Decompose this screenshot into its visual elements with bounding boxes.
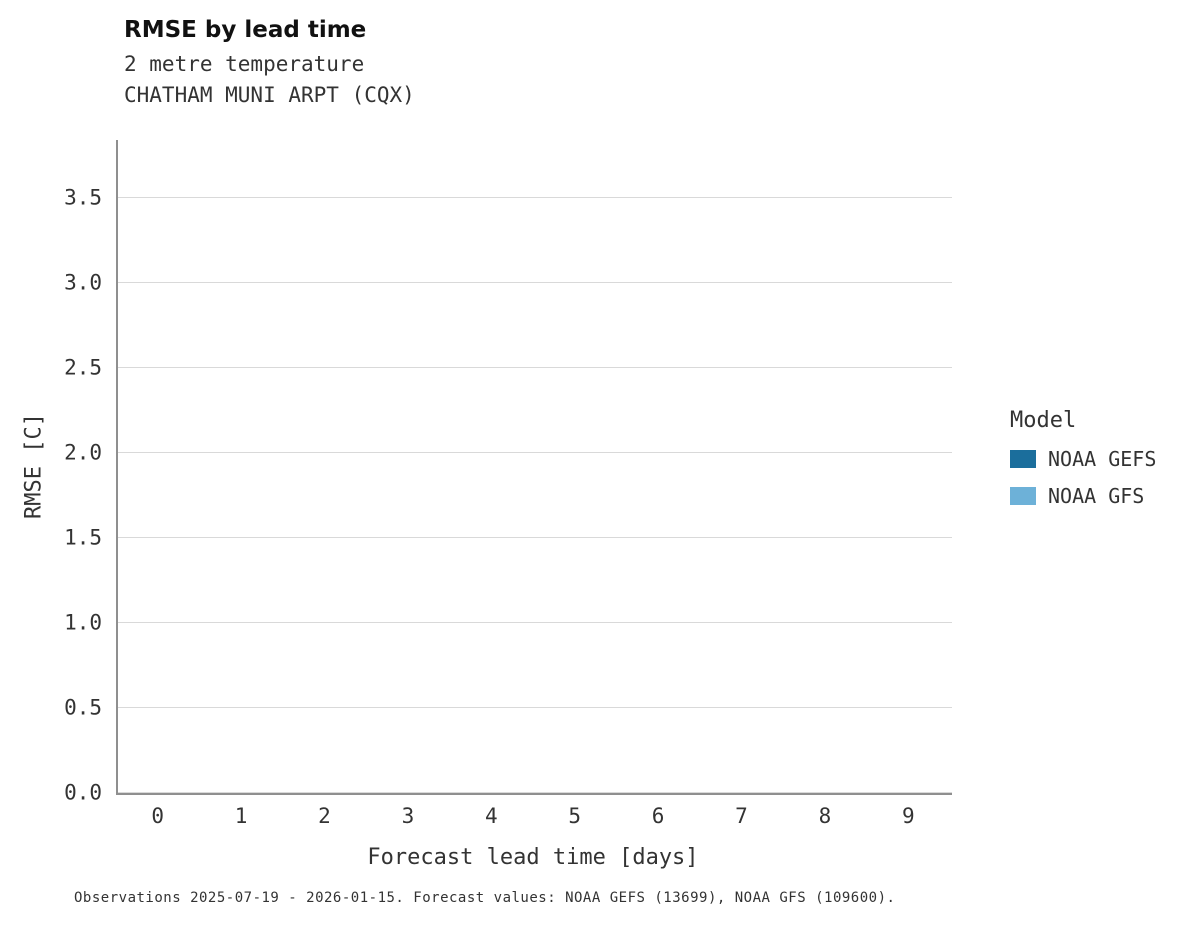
legend-swatch (1010, 450, 1036, 468)
x-tick-label: 1 (234, 804, 248, 828)
legend-title: Model (1010, 408, 1077, 433)
gridline (118, 536, 952, 538)
gridline (118, 451, 952, 453)
chart-subtitle-variable: 2 metre temperature (124, 52, 365, 76)
x-tick-label: 5 (568, 804, 582, 828)
gridline (118, 366, 952, 368)
legend-label: NOAA GEFS (1048, 447, 1157, 471)
gridline (118, 196, 952, 198)
plot-area (116, 140, 952, 795)
legend-swatch (1010, 487, 1036, 505)
x-tick-label: 3 (401, 804, 415, 828)
y-tick-label: 0.5 (64, 695, 102, 720)
gridline (118, 621, 952, 623)
x-tick-label: 7 (735, 804, 748, 828)
legend-label: NOAA GFS (1048, 484, 1145, 508)
y-axis-tick-labels: 0.0 0.5 1.0 1.5 2.0 2.5 3.0 3.5 (0, 140, 102, 803)
x-tick-label: 9 (901, 804, 915, 828)
x-tick-label: 0 (151, 804, 165, 828)
y-tick-label: 3.0 (64, 270, 102, 295)
y-tick-label: 2.0 (64, 440, 102, 465)
chart-title: RMSE by lead time (124, 17, 367, 43)
y-tick-label: 2.5 (64, 355, 102, 380)
legend-entry: NOAA GEFS (1010, 447, 1156, 471)
legend-entries: NOAA GEFS NOAA GFS (1010, 447, 1156, 508)
gridline (118, 281, 952, 283)
y-tick-label: 1.5 (64, 525, 102, 550)
x-axis-tick-labels: 0 1 2 3 4 5 6 7 8 9 (116, 806, 950, 836)
x-tick-label: 4 (484, 804, 498, 828)
legend: Model NOAA GEFS NOAA GFS (1010, 408, 1156, 521)
x-tick-label: 8 (818, 804, 832, 828)
y-tick-label: 0.0 (64, 780, 102, 805)
y-tick-label: 1.0 (64, 610, 102, 635)
x-axis-title: Forecast lead time [days] (367, 845, 699, 870)
gridline (118, 706, 952, 708)
y-tick-label: 3.5 (64, 185, 102, 210)
x-tick-label: 2 (318, 804, 331, 828)
gridline (118, 792, 952, 793)
x-tick-label: 6 (651, 804, 665, 828)
footer-caption: Observations 2025-07-19 - 2026-01-15. Fo… (74, 890, 896, 906)
legend-entry: NOAA GFS (1010, 484, 1156, 508)
chart-subtitle-station: CHATHAM MUNI ARPT (CQX) (124, 83, 415, 107)
